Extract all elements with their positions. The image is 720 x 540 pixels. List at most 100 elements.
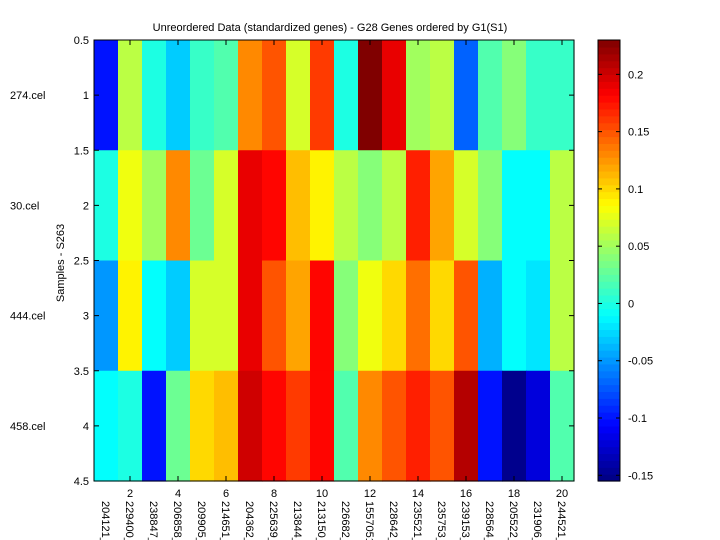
heatmap-cell (334, 150, 359, 262)
colorbar-segment (598, 308, 620, 317)
colorbar-segment (598, 184, 620, 193)
column-label: 226682_ (339, 501, 351, 540)
colorbar-segment (598, 46, 620, 55)
heatmap-cell (502, 260, 527, 372)
colorbar-segment (598, 391, 620, 399)
heatmap-cell (382, 260, 407, 372)
colorbar-segment (598, 363, 620, 372)
colorbar-segment (598, 384, 620, 393)
heatmap-cell (430, 370, 455, 482)
colorbar-segment (598, 288, 620, 296)
colorbar-segment (598, 108, 620, 117)
heatmap-cell (358, 260, 383, 372)
colorbar-segment (598, 88, 620, 96)
colorbar-segment (598, 115, 620, 124)
colorbar-segment (598, 191, 620, 200)
colorbar-segment (598, 150, 620, 158)
colorbar-segment (598, 246, 620, 255)
colorbar-segment (598, 446, 620, 455)
column-label: 204362_ (243, 501, 255, 540)
heatmap-cell (334, 260, 359, 372)
heatmap-cell (382, 40, 407, 151)
colorbar-segment (598, 432, 620, 441)
colorbar: -0.15 -0.1 -0.05 0 0.05 0.1 0.15 0.2 (597, 39, 653, 482)
colorbar-segment (598, 301, 620, 310)
heatmap-cell (118, 260, 143, 372)
colorbar-segment (598, 232, 620, 241)
heatmap-cell (526, 40, 551, 151)
column-label: 213844_ (291, 501, 303, 540)
column-label: 206858_ (171, 501, 183, 540)
colorbar-segment (598, 294, 620, 303)
colorbar-segment (598, 95, 620, 103)
heatmap-cell (238, 260, 263, 372)
heatmap-cell (310, 370, 335, 482)
y-tick-label: 3 (83, 311, 89, 323)
colorbar-segment (598, 74, 620, 82)
colorbar-segment (598, 453, 620, 461)
column-label: 205522_ (507, 501, 519, 540)
heatmap-cell (478, 260, 503, 372)
heatmap-cell (166, 370, 191, 482)
colorbar-segment (598, 40, 620, 48)
colorbar-segment (598, 377, 620, 386)
column-labels: 204121_ 229400_ 238847_ 206858_ 209905_ 21465… (99, 501, 567, 540)
colorbar-segment (598, 370, 620, 379)
heatmap-cell (526, 260, 551, 372)
heatmap-cells (94, 40, 575, 482)
colorbar-segment (598, 398, 620, 406)
colorbar-tick-label: -0.05 (628, 356, 653, 368)
heatmap-cell (238, 370, 263, 482)
column-label: 235521_ (411, 501, 423, 540)
colorbar-frame (597, 39, 621, 482)
y-tick-label: 2 (83, 200, 89, 212)
heatmap-cell (310, 260, 335, 372)
colorbar-tick-label: 0.2 (628, 69, 643, 81)
x-tick-label: 16 (460, 488, 472, 500)
heatmap-cell (502, 40, 527, 151)
heatmap-cell (214, 150, 239, 262)
heatmap-cell (406, 370, 431, 482)
heatmap-cell (310, 40, 335, 151)
x-tick-label: 14 (412, 488, 424, 500)
colorbar-segment (598, 315, 620, 324)
column-label: 228564_ (483, 501, 495, 540)
colorbar-tick-label: 0.1 (628, 184, 643, 196)
colorbar-segment (598, 122, 620, 131)
chart-title: Unreordered Data (standardized genes) - … (153, 22, 508, 34)
heatmap-cell (214, 370, 239, 482)
heatmap-cell (118, 40, 143, 151)
y-tick-label: 4 (83, 421, 89, 433)
colorbar-segment (598, 329, 620, 337)
heatmap-cell (262, 260, 287, 372)
colorbar-tick-label: 0.05 (628, 241, 649, 253)
colorbar-segment (598, 281, 620, 289)
colorbar-segment (598, 336, 620, 344)
heatmap-cell (526, 150, 551, 262)
colorbar-segment (598, 412, 620, 420)
heatmap-cell (334, 370, 359, 482)
heatmap-cell (382, 150, 407, 262)
heatmap-cell (358, 370, 383, 482)
y-tick-label: 1 (83, 90, 89, 102)
column-label: 228642_ (387, 501, 399, 540)
colorbar-segment (598, 143, 620, 151)
heatmap-cell (502, 370, 527, 482)
x-tick-label: 10 (316, 488, 328, 500)
colorbar-tick-label: -0.15 (628, 470, 653, 482)
heatmap-cell (478, 370, 503, 482)
heatmap-cell (430, 150, 455, 262)
colorbar-segment (598, 343, 620, 351)
colorbar-segment (598, 239, 620, 248)
colorbar-segment (598, 129, 620, 138)
heatmap-cell (310, 150, 335, 262)
colorbar-tick-label: 0 (628, 298, 634, 310)
heatmap-cell (190, 370, 215, 482)
heatmap-cell (190, 150, 215, 262)
y-tick-label: 3.5 (74, 366, 89, 378)
column-label: 229400_ (123, 501, 135, 540)
x-tick-label: 4 (175, 488, 181, 500)
heatmap-cell (478, 40, 503, 151)
x-tick-label: 20 (556, 488, 568, 500)
